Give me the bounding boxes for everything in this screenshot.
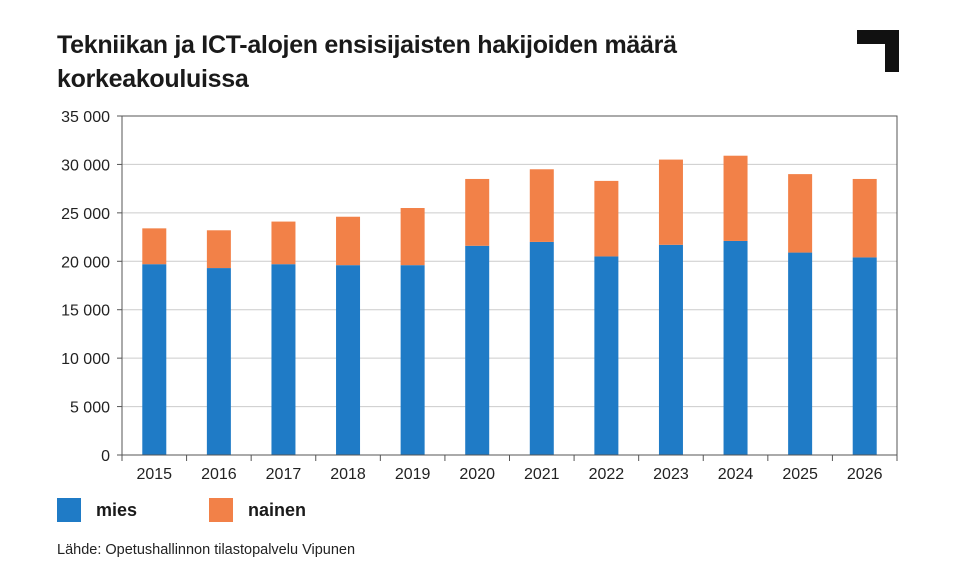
bar-nainen-2025: [788, 174, 813, 253]
axes: [117, 115, 898, 461]
bar-mies-2017: [271, 264, 296, 455]
y-tick-label: 20 000: [61, 254, 110, 271]
bar-mies-2015: [142, 264, 167, 455]
source-note: Lähde: Opetushallinnon tilastopalvelu Vi…: [57, 542, 356, 558]
bar-mies-2024: [723, 240, 748, 455]
bar-mies-2023: [658, 244, 683, 455]
y-tick-label: 10 000: [61, 351, 110, 368]
bar-nainen-2015: [142, 228, 167, 265]
bar-mies-2020: [465, 245, 490, 455]
x-tick-label: 2016: [201, 466, 237, 483]
legend-label-nainen: nainen: [248, 499, 307, 520]
x-tick-label: 2024: [718, 466, 754, 483]
bar-mies-2021: [529, 241, 554, 455]
bar-mies-2018: [336, 265, 361, 455]
legend-item-mies: mies: [57, 498, 137, 522]
bar-nainen-2022: [594, 180, 619, 257]
bar-nainen-2023: [658, 159, 683, 245]
bar-nainen-2020: [465, 178, 490, 246]
bar-mies-2019: [400, 265, 425, 455]
bar-mies-2022: [594, 256, 619, 455]
gridlines: [122, 115, 897, 408]
x-tick-label: 2021: [524, 466, 560, 483]
bar-mies-2026: [852, 257, 877, 455]
bars: [142, 155, 877, 455]
x-tick-label: 2018: [330, 466, 366, 483]
x-tick-label: 2025: [782, 466, 818, 483]
brand-logo-icon: [857, 30, 899, 72]
y-tick-label: 0: [101, 448, 110, 465]
bar-nainen-2016: [206, 230, 231, 269]
y-tick-label: 30 000: [61, 157, 110, 174]
bar-nainen-2024: [723, 155, 748, 241]
x-tick-label: 2019: [395, 466, 431, 483]
y-tick-label: 35 000: [61, 109, 110, 126]
y-tick-label: 5 000: [70, 400, 110, 417]
x-tick-label: 2022: [589, 466, 625, 483]
y-tick-label: 25 000: [61, 206, 110, 223]
legend-label-mies: mies: [96, 499, 138, 520]
x-tick-label: 2017: [266, 466, 302, 483]
bar-nainen-2018: [336, 216, 361, 266]
tick-labels: 0 5 000 10 000 15 000 20 000 25 000 30 000 35 0…: [61, 109, 883, 483]
bar-nainen-2021: [529, 169, 554, 242]
plot-frame: [121, 115, 898, 456]
chart-title: Tekniikan ja ICT-alojen ensisijaisten ha…: [57, 31, 677, 93]
legend-item-nainen: nainen: [209, 498, 306, 522]
bar-mies-2025: [788, 252, 813, 455]
y-tick-label: 15 000: [61, 303, 110, 320]
bar-nainen-2026: [852, 178, 877, 258]
x-tick-label: 2020: [459, 466, 495, 483]
bar-mies-2016: [206, 268, 231, 455]
bar-nainen-2017: [271, 221, 296, 265]
bar-nainen-2019: [400, 208, 425, 266]
x-tick-label: 2015: [136, 466, 172, 483]
x-tick-label: 2026: [847, 466, 883, 483]
legend-swatch-mies: [57, 498, 81, 522]
x-tick-label: 2023: [653, 466, 689, 483]
legend-swatch-nainen: [209, 498, 233, 522]
